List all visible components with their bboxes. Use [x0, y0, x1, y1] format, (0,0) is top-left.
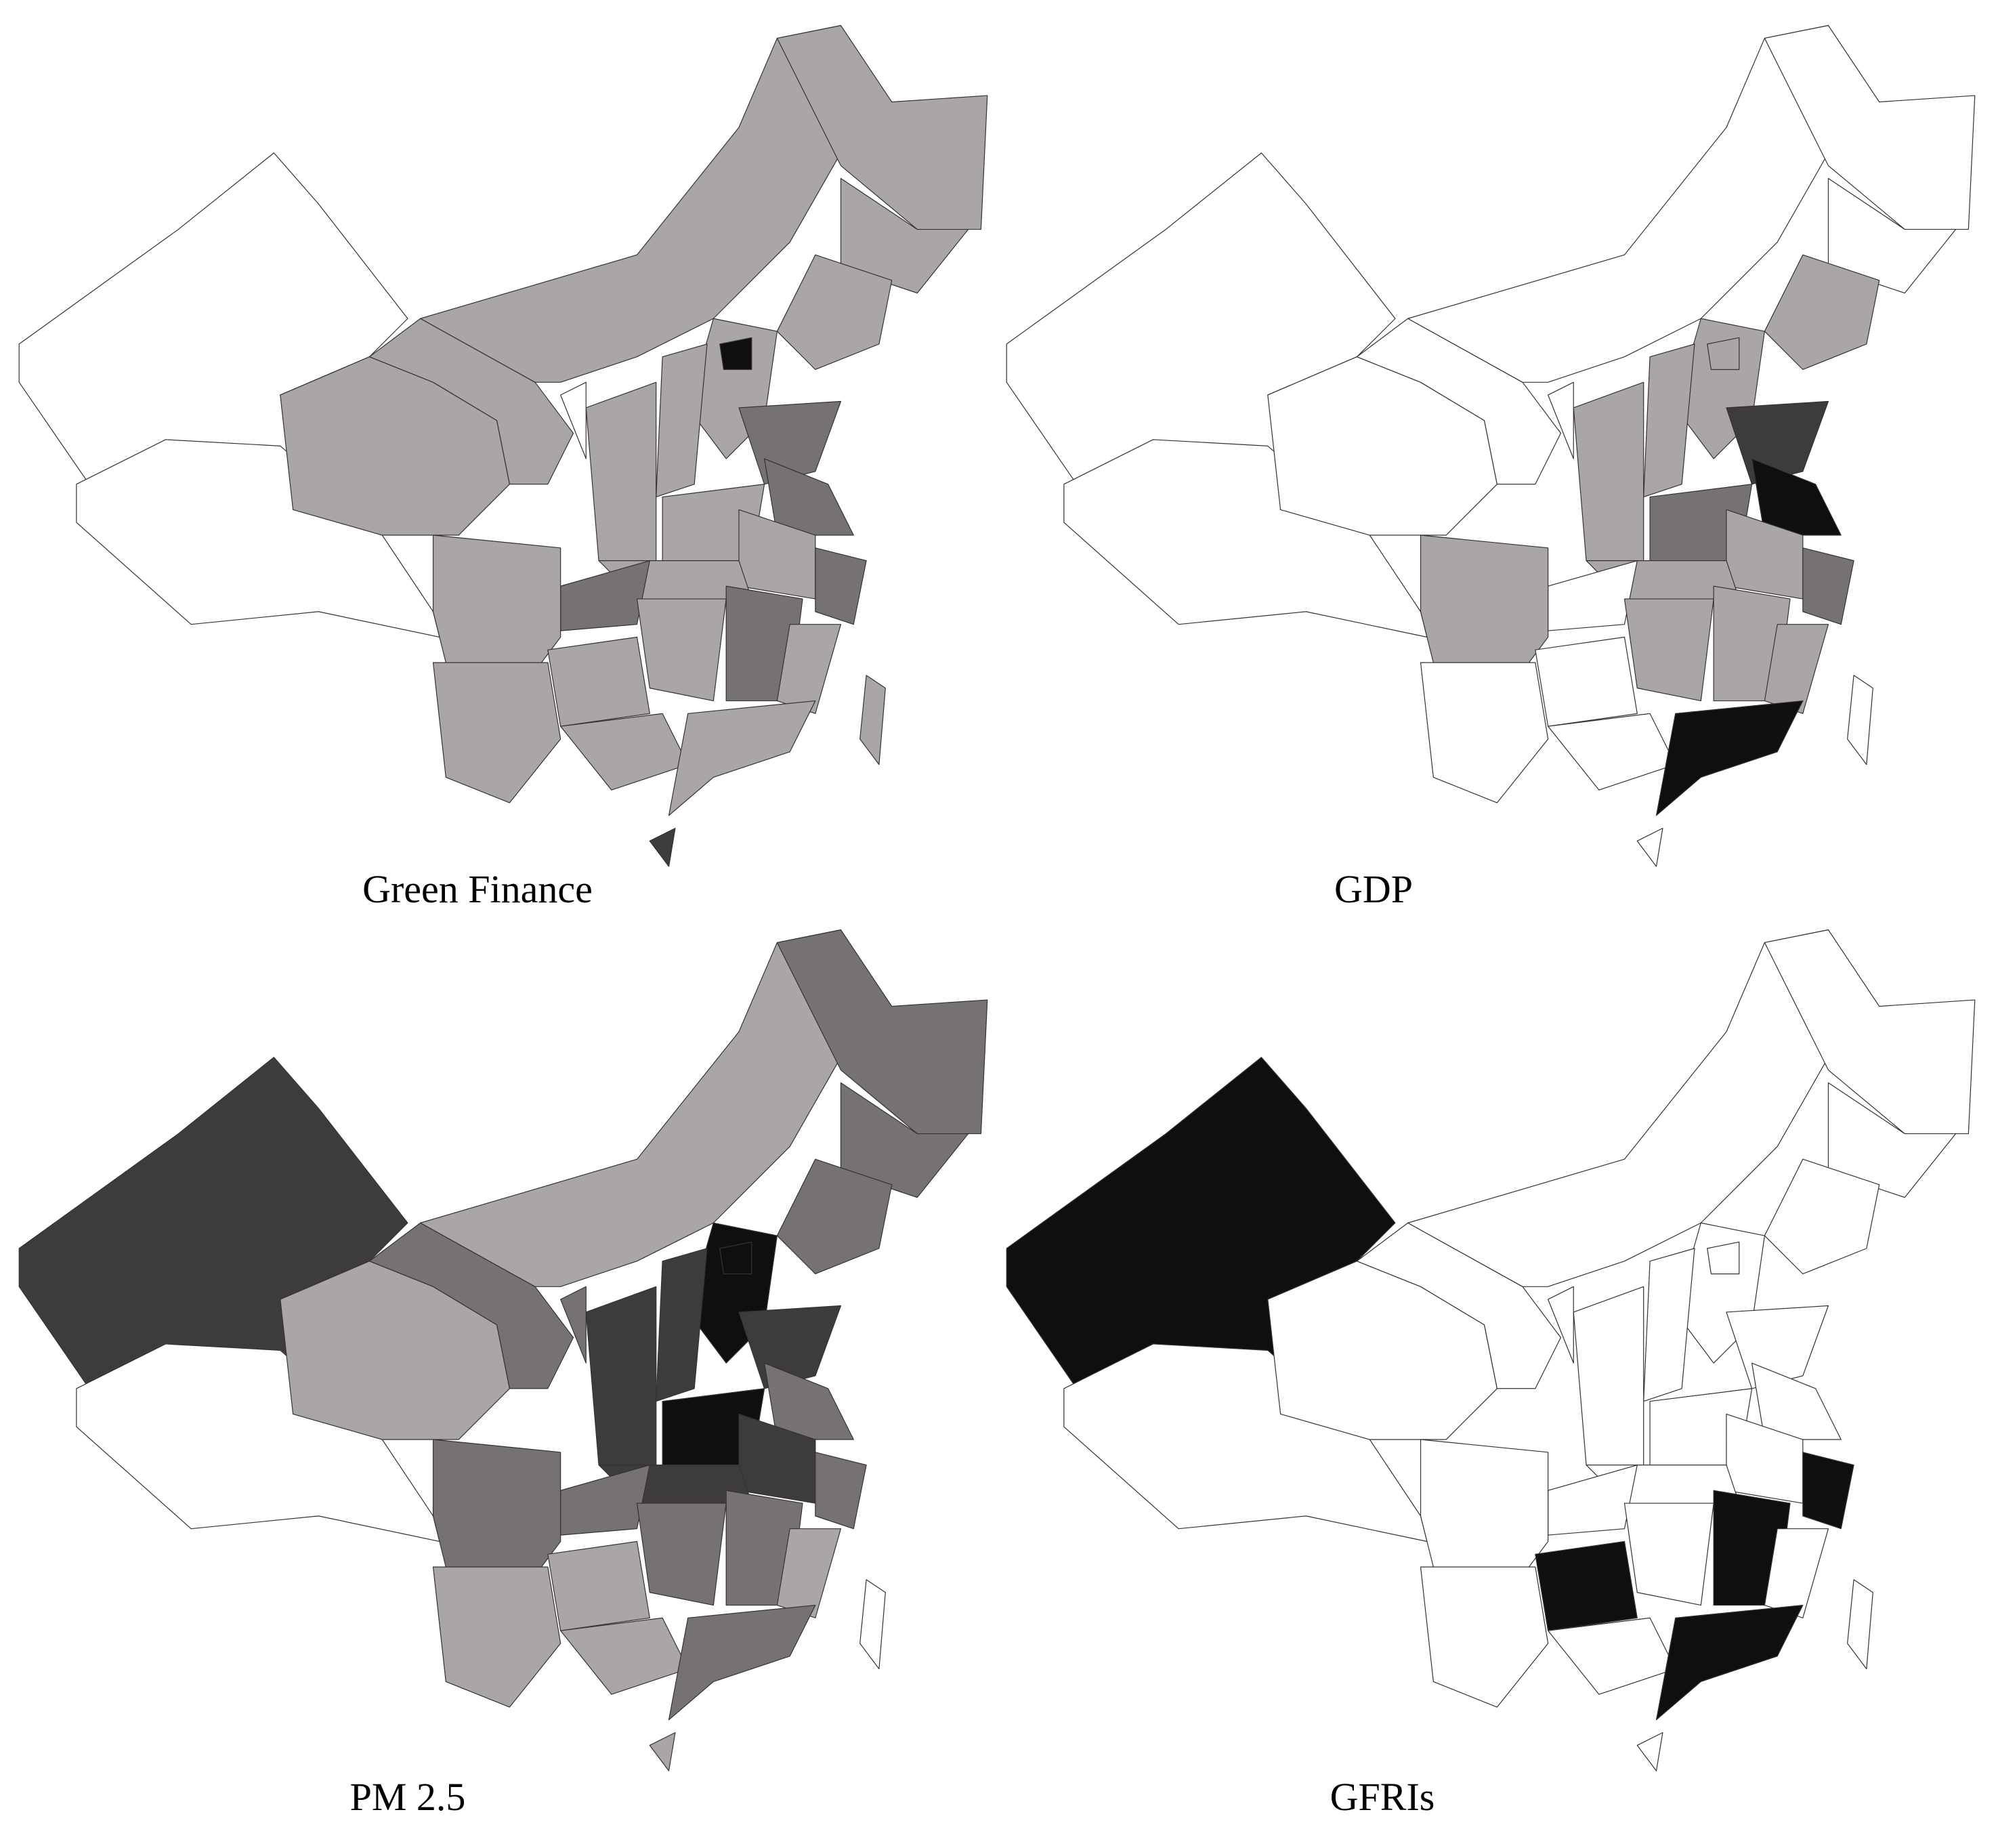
province [561, 1286, 587, 1363]
map [1006, 930, 1975, 1771]
province [841, 1083, 968, 1197]
province [1803, 1452, 1854, 1529]
province [421, 930, 841, 1287]
province [650, 1733, 675, 1771]
province [669, 701, 815, 816]
province [421, 26, 841, 383]
province [1548, 382, 1574, 459]
province [1644, 344, 1695, 497]
province [669, 1605, 815, 1720]
province [739, 402, 841, 484]
province [765, 459, 854, 535]
province [561, 382, 587, 459]
province [656, 1248, 707, 1402]
province [561, 561, 650, 631]
province [815, 548, 866, 625]
province [1535, 637, 1637, 727]
province [777, 255, 891, 369]
province [637, 1503, 727, 1605]
province [1764, 625, 1828, 714]
province [739, 1306, 841, 1389]
province [1625, 599, 1714, 700]
map-title: PM 2.5 [350, 1775, 466, 1819]
province [1764, 1529, 1828, 1618]
province [777, 625, 841, 714]
province [650, 828, 675, 866]
province [815, 1452, 866, 1529]
province [1764, 1159, 1879, 1274]
province [765, 1363, 854, 1440]
province [1764, 26, 1974, 230]
province [586, 1286, 656, 1465]
province [777, 26, 987, 230]
province [1548, 1465, 1638, 1535]
province [841, 178, 968, 293]
province [860, 1580, 886, 1669]
province [1657, 1605, 1803, 1720]
province [637, 599, 727, 700]
province [720, 1242, 752, 1274]
province [548, 1542, 650, 1631]
province [860, 675, 886, 765]
province [548, 637, 650, 727]
map [19, 930, 987, 1771]
province [561, 713, 688, 790]
province [1548, 561, 1638, 631]
province [1644, 1248, 1695, 1402]
province [1707, 337, 1739, 369]
province [1421, 1567, 1548, 1707]
map [1006, 26, 1975, 866]
province [1828, 178, 1955, 293]
province [1828, 1083, 1955, 1197]
province [1408, 930, 1829, 1287]
province [1548, 713, 1676, 790]
map-title: GFRIs [1330, 1775, 1435, 1819]
province [1625, 1503, 1714, 1605]
province [1848, 1580, 1873, 1669]
province [656, 344, 707, 497]
province [1637, 828, 1663, 866]
province [1848, 675, 1873, 765]
province [777, 930, 987, 1134]
province [777, 1529, 841, 1618]
province [1764, 255, 1879, 369]
province [1657, 701, 1803, 816]
province [1752, 1363, 1842, 1440]
province [1548, 1286, 1574, 1363]
map-title: Green Finance [362, 867, 593, 911]
province [1573, 1286, 1643, 1465]
province [433, 1567, 561, 1707]
province [1764, 930, 1974, 1134]
province [561, 1465, 650, 1535]
province [433, 663, 561, 803]
province [1803, 548, 1854, 625]
province [1408, 26, 1829, 383]
province [586, 382, 656, 560]
province [1726, 1306, 1828, 1389]
province [561, 1618, 688, 1694]
province [1535, 1542, 1637, 1631]
province [777, 1159, 891, 1274]
province [720, 337, 752, 369]
province [1421, 663, 1548, 803]
map [19, 26, 987, 866]
province [1707, 1242, 1739, 1274]
province [1573, 382, 1643, 560]
province [1637, 1733, 1663, 1771]
province [1548, 1618, 1676, 1694]
province [1726, 402, 1828, 484]
province [1752, 459, 1842, 535]
map-title: GDP [1334, 867, 1413, 911]
